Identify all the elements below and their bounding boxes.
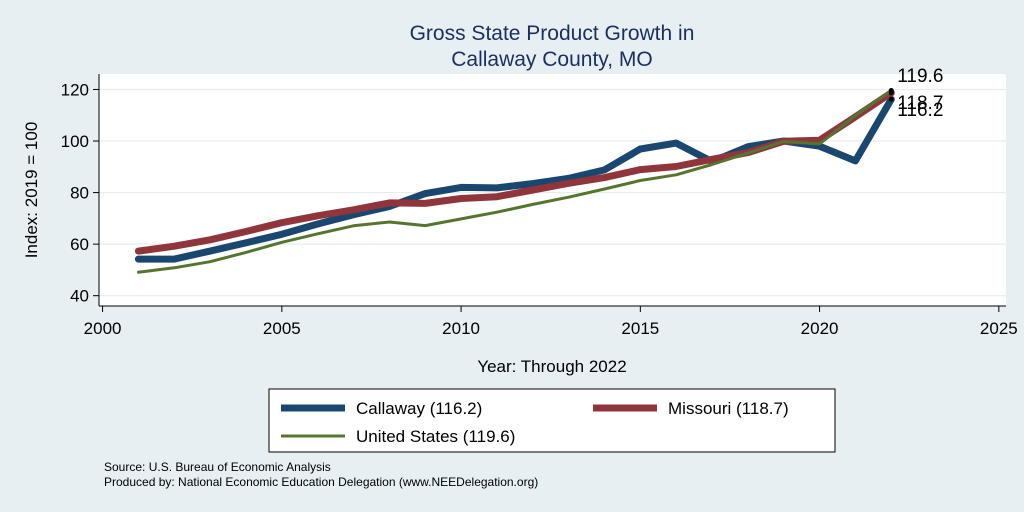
plot-area	[99, 74, 1006, 306]
legend: Callaway (116.2) Missouri (118.7) United S…	[268, 388, 836, 453]
x-tick-label: 2000	[84, 319, 122, 338]
legend-label: United States (119.6)	[356, 427, 515, 446]
chart-title-line-1: Gross State Product Growth in	[410, 22, 695, 45]
x-tick-label: 2010	[442, 319, 480, 338]
end-marker	[888, 96, 894, 102]
series-lines	[134, 89, 895, 274]
series-line-united-states	[136, 89, 893, 274]
produced-by-note: Produced by: National Economic Education…	[104, 475, 538, 489]
chart-title-line-2: Callaway County, MO	[451, 48, 653, 71]
x-tick-label: 2015	[621, 319, 659, 338]
end-label-callaway: 116.2	[897, 100, 943, 121]
x-tick-label: 2025	[980, 319, 1018, 338]
y-axis-title: Index: 2019 = 100	[22, 122, 41, 259]
source-note: Source: U.S. Bureau of Economic Analysis	[104, 460, 331, 474]
end-label-missouri: 118.7	[897, 93, 943, 114]
x-tick-label: 2005	[263, 319, 301, 338]
legend-label: Callaway (116.2)	[356, 399, 482, 418]
y-tick-label: 120	[61, 80, 89, 99]
end-label-united-states: 119.6	[897, 66, 943, 87]
y-tick-label: 60	[70, 235, 89, 254]
x-tick-label: 2020	[801, 319, 839, 338]
axes: 40 60 80 100 120 2000 2005 2010 2015 2020 2025	[61, 74, 1018, 338]
y-tick-label: 40	[70, 287, 89, 306]
y-tick-label: 100	[61, 132, 89, 151]
x-axis-title: Year: Through 2022	[477, 357, 626, 376]
legend-box	[268, 388, 836, 453]
legend-label: Missouri (118.7)	[668, 399, 789, 418]
legend-items: Callaway (116.2) Missouri (118.7) United S…	[281, 399, 789, 446]
y-tick-label: 80	[70, 184, 89, 203]
end-marker	[888, 90, 894, 96]
